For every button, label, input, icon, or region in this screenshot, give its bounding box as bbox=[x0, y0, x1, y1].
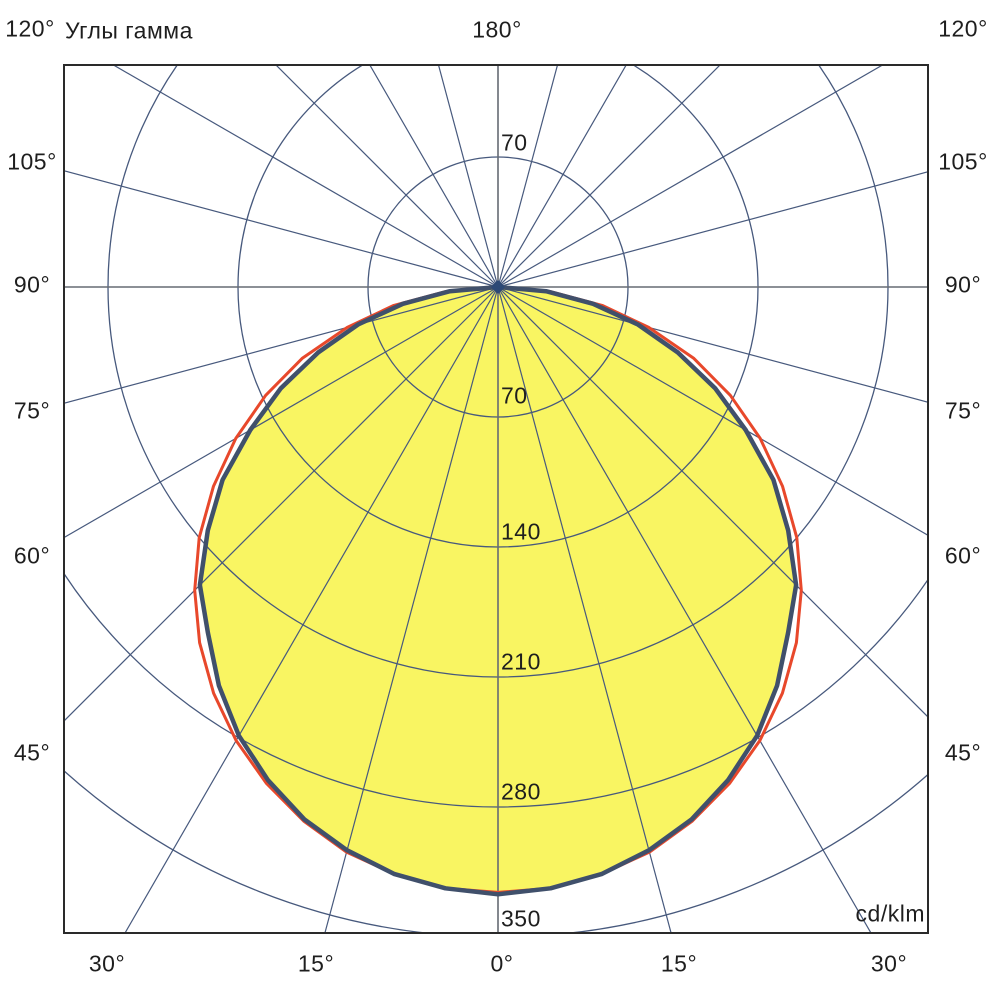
gamma-angle-label-left-60: 60° bbox=[13, 542, 51, 569]
grid-spoke bbox=[497, 65, 627, 288]
chart-title: Углы гамма bbox=[65, 17, 193, 44]
gamma-angle-label-left-75: 75° bbox=[13, 397, 51, 424]
gamma-angle-label-180: 180° bbox=[472, 16, 522, 43]
gamma-angle-label-left-45: 45° bbox=[13, 739, 51, 766]
gamma-angle-label-bottom-30r: 30° bbox=[870, 950, 908, 977]
corner-angle-label-top-right: 120° bbox=[938, 15, 988, 42]
gamma-angle-label-right-105: 105° bbox=[938, 148, 988, 175]
corner-angle-label-top-left: 120° bbox=[5, 15, 55, 42]
grid-spoke bbox=[64, 170, 499, 288]
grid-spoke bbox=[497, 286, 928, 403]
curve-blue bbox=[197, 284, 799, 897]
grid-spoke bbox=[369, 65, 499, 288]
gamma-angle-label-right-45: 45° bbox=[944, 739, 982, 766]
gamma-angle-label-right-60: 60° bbox=[944, 542, 982, 569]
grid-spoke bbox=[497, 65, 884, 288]
grid-spoke bbox=[497, 286, 672, 933]
gamma-angle-label-bottom-0: 0° bbox=[490, 950, 514, 977]
grid-spoke bbox=[497, 65, 721, 288]
grid-spoke bbox=[64, 286, 499, 722]
grid-spoke bbox=[497, 65, 559, 288]
gamma-angle-label-right-75: 75° bbox=[944, 397, 982, 424]
grid-spoke bbox=[112, 65, 499, 288]
grid-spoke bbox=[497, 286, 928, 718]
radial-tick-label-70-top: 70 bbox=[501, 129, 528, 156]
radial-tick-label-140: 140 bbox=[501, 518, 541, 545]
grid-spoke bbox=[497, 171, 928, 288]
grid-spoke bbox=[64, 286, 499, 404]
grid-spoke bbox=[437, 65, 499, 288]
gamma-angle-label-bottom-15l: 15° bbox=[297, 950, 335, 977]
radial-tick-label-280: 280 bbox=[501, 778, 541, 805]
grid-spoke bbox=[324, 286, 499, 933]
radial-tick-label-70: 70 bbox=[501, 382, 528, 409]
gamma-angle-label-bottom-30l: 30° bbox=[88, 950, 126, 977]
radial-tick-label-210: 210 bbox=[501, 648, 541, 675]
radial-tick-label-350: 350 bbox=[501, 905, 541, 932]
grid-spoke bbox=[275, 65, 499, 288]
unit-label: cd/klm bbox=[855, 900, 925, 927]
plot-border bbox=[63, 64, 929, 934]
grid-spoke bbox=[124, 286, 499, 933]
gamma-angle-label-bottom-15r: 15° bbox=[660, 950, 698, 977]
grid-spoke bbox=[64, 286, 499, 539]
center-point-marker bbox=[491, 280, 505, 294]
gamma-angle-label-left-105: 105° bbox=[7, 148, 57, 175]
grid-spoke bbox=[497, 286, 872, 933]
grid-spoke bbox=[497, 286, 928, 536]
gamma-angle-label-right-90: 90° bbox=[944, 271, 982, 298]
gamma-angle-label-left-90: 90° bbox=[13, 271, 51, 298]
